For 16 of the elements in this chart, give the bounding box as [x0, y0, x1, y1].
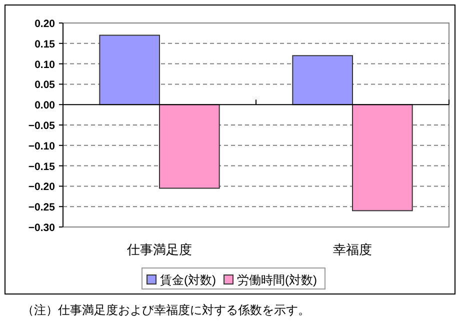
y-tick-label: 0.20: [34, 18, 56, 30]
y-tick-label: −0.30: [28, 222, 56, 234]
legend-label: 賃金(対数): [160, 273, 216, 287]
x-tick-label: 幸福度: [333, 242, 372, 257]
y-tick-label: −0.20: [28, 181, 56, 194]
y-tick-label: 0.00: [34, 100, 56, 112]
y-tick-label: 0.15: [34, 38, 56, 50]
text: （注）仕事満足度および幸福度に対する係数を示す。: [22, 303, 310, 317]
x-tick-label: 仕事満足度: [126, 242, 192, 257]
y-tick-label: −0.15: [28, 160, 56, 173]
y-tick-label: −0.10: [28, 140, 56, 152]
y-tick-label: −0.25: [28, 202, 56, 214]
legend-label: 労働時間(対数): [237, 273, 317, 287]
y-tick-label: −0.05: [28, 120, 56, 132]
y-tick-label: 0.10: [34, 58, 56, 71]
y-tick-label: 0.05: [34, 79, 56, 92]
